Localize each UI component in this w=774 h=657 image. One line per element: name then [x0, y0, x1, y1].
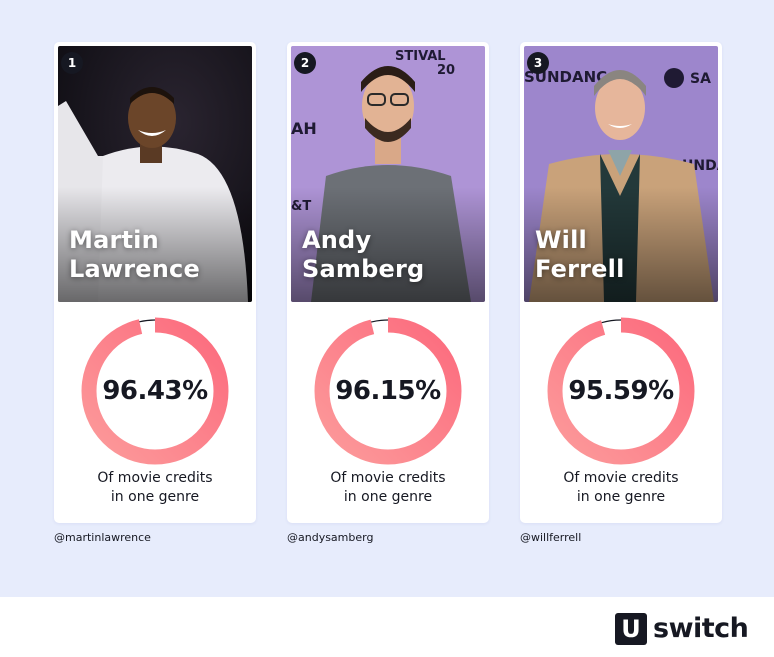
donut-value-arc [81, 317, 229, 465]
logo-wordmark: switch [653, 613, 749, 644]
rank-badge: 1 [61, 52, 83, 74]
rank-badge: 2 [294, 52, 316, 74]
person-name: Martin Lawrence [69, 226, 200, 284]
caption-line-1: Of movie credits [330, 470, 446, 486]
caption: Of movie credits in one genre [287, 469, 489, 507]
logo-mark: U [615, 613, 647, 645]
name-last: Samberg [302, 255, 425, 283]
handle-will-ferrell: @willferrell [520, 531, 582, 544]
caption: Of movie credits in one genre [520, 469, 722, 507]
donut-chart: 95.59% [544, 314, 698, 468]
card-will-ferrell: SUNDANC SA UNDA 3 Will Ferrell 95.59% Of [520, 42, 722, 523]
cards-area: 1 Martin Lawrence 96.43% Of movie credit… [54, 42, 722, 544]
uswitch-logo: U switch [615, 613, 749, 645]
name-first: Martin [69, 226, 159, 254]
donut-value-arc [547, 317, 695, 465]
percentage-label: 95.59% [568, 376, 674, 406]
person-name: Andy Samberg [302, 226, 424, 284]
rank-badge: 3 [527, 52, 549, 74]
caption-line-1: Of movie credits [563, 470, 679, 486]
caption-line-2: in one genre [110, 489, 200, 505]
caption-line-2: in one genre [576, 489, 666, 505]
donut-chart: 96.15% [311, 314, 465, 468]
photo-martin-lawrence [58, 46, 252, 302]
photo-andy-samberg: STIVAL 20 AH &T [291, 46, 485, 302]
caption-line-1: Of movie credits [97, 470, 213, 486]
handle-andy-samberg: @andysamberg [287, 531, 374, 544]
card-martin-lawrence: 1 Martin Lawrence 96.43% Of movie credit… [54, 42, 256, 523]
name-first: Will [535, 226, 587, 254]
donut-chart: 96.43% [78, 314, 232, 468]
percentage-label: 96.15% [335, 376, 441, 406]
name-last: Lawrence [69, 255, 200, 283]
name-last: Ferrell [535, 255, 625, 283]
name-first: Andy [302, 226, 372, 254]
person-name: Will Ferrell [535, 226, 625, 284]
caption-line-2: in one genre [343, 489, 433, 505]
donut-value-arc [314, 317, 462, 465]
caption: Of movie credits in one genre [54, 469, 256, 507]
card-andy-samberg: STIVAL 20 AH &T 2 Andy Samberg 96.15% [287, 42, 489, 523]
percentage-label: 96.43% [102, 376, 208, 406]
handle-martin-lawrence: @martinlawrence [54, 531, 151, 544]
photo-will-ferrell: SUNDANC SA UNDA [524, 46, 718, 302]
